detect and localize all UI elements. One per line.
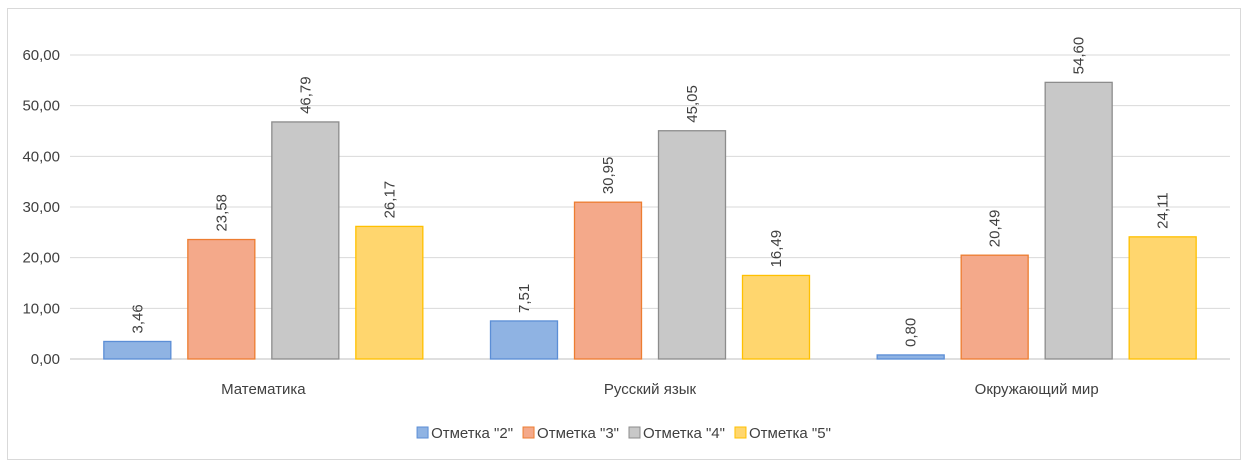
legend-swatch (628, 426, 641, 439)
category-label: Русский язык (604, 381, 697, 398)
legend-swatch (522, 426, 535, 439)
y-tick-label: 10,00 (22, 300, 60, 317)
legend-swatch (734, 426, 747, 439)
data-label: 16,49 (768, 230, 785, 268)
data-label: 24,11 (1155, 192, 1172, 228)
y-tick-label: 50,00 (22, 98, 60, 115)
bar (355, 225, 424, 360)
y-tick-label: 20,00 (22, 250, 60, 267)
legend-label: Отметка "3" (537, 425, 619, 442)
legend-label: Отметка "4" (643, 425, 725, 442)
bar (1044, 81, 1113, 360)
y-tick-label: 40,00 (22, 148, 60, 165)
legend-label: Отметка "2" (431, 425, 513, 442)
data-label: 20,49 (987, 210, 1004, 248)
bar (271, 121, 340, 360)
data-label: 0,80 (903, 318, 920, 347)
y-tick-label: 30,00 (22, 199, 60, 216)
bar (960, 254, 1029, 360)
legend-label: Отметка "5" (749, 425, 831, 442)
bar (573, 201, 643, 360)
bar (741, 274, 811, 360)
bar (876, 354, 945, 360)
bar (489, 320, 559, 360)
data-label: 46,79 (297, 76, 314, 114)
data-label: 23,58 (213, 194, 230, 232)
bar (187, 238, 256, 360)
data-label: 26,17 (381, 181, 398, 219)
y-tick-label: 0,00 (31, 351, 60, 368)
legend-swatch (416, 426, 429, 439)
data-label: 3,46 (129, 304, 146, 333)
bar (1128, 236, 1197, 360)
data-label: 30,95 (600, 157, 617, 195)
data-label: 45,05 (684, 85, 701, 123)
category-label: Математика (221, 381, 306, 398)
y-tick-label: 60,00 (22, 47, 60, 64)
bar (103, 340, 172, 360)
data-label: 7,51 (516, 284, 533, 313)
category-label: Окружающий мир (975, 381, 1099, 398)
bar (657, 130, 727, 360)
data-label: 54,60 (1071, 37, 1088, 75)
